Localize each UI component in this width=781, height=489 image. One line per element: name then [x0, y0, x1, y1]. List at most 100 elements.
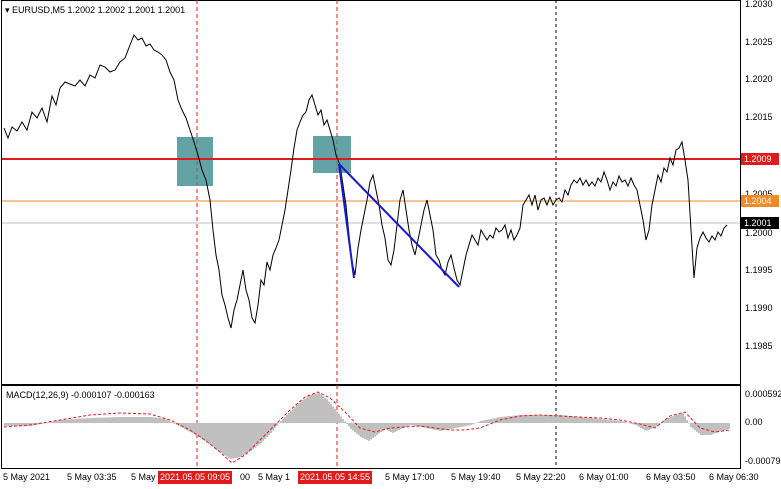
macd-bar [328, 401, 330, 423]
macd-bar [362, 423, 364, 438]
macd-bar [220, 423, 222, 453]
macd-bar [622, 421, 624, 423]
macd-bar [190, 423, 192, 433]
macd-bar [124, 417, 126, 423]
macd-bar [276, 423, 278, 426]
macd-bar [394, 423, 396, 432]
macd-bar [380, 423, 382, 432]
macd-bar [400, 423, 402, 429]
symbol-header[interactable]: ▾ EURUSD,M5 1.2002 1.2002 1.2001 1.2001 [5, 5, 185, 16]
macd-bar [510, 416, 512, 423]
macd-bar [504, 416, 506, 423]
macd-bar [334, 409, 336, 423]
macd-bar [488, 419, 490, 423]
macd-bar [704, 423, 706, 435]
macd-bar [688, 423, 690, 424]
macd-bar [146, 417, 148, 423]
macd-bar [128, 417, 130, 423]
macd-bar [246, 423, 248, 454]
macd-bar [158, 418, 160, 423]
time-tick: 6 May 01:00 [579, 472, 629, 482]
macd-bar [572, 416, 574, 423]
macd-bar [650, 423, 652, 429]
main-chart-frame [1, 0, 741, 385]
triangle-down-icon[interactable]: ▾ [5, 5, 10, 15]
macd-bar [548, 415, 550, 423]
price-tick: 1.2025 [745, 37, 773, 47]
highlighted-time-label: 2021.05.05 09:05 [158, 471, 233, 484]
macd-bar [416, 423, 418, 427]
macd-bar [442, 423, 444, 431]
macd-bar [620, 421, 622, 423]
macd-bar [348, 423, 350, 427]
macd-bar [386, 423, 388, 430]
macd-bar [660, 423, 662, 424]
macd-bar [92, 417, 94, 423]
macd-bar [262, 423, 264, 441]
price-tick: 1.1995 [745, 265, 773, 275]
macd-bar [166, 419, 168, 423]
macd-bar [260, 423, 262, 443]
macd-bar [528, 415, 530, 423]
price-tick: 1.1985 [745, 341, 773, 351]
macd-bar [524, 415, 526, 423]
macd-bar [156, 417, 158, 423]
macd-bar [20, 423, 22, 426]
macd-bar [76, 418, 78, 423]
macd-bar [656, 423, 658, 427]
macd-bar [388, 423, 390, 431]
macd-bar [112, 417, 114, 423]
macd-bar [188, 423, 190, 432]
macd-bar [210, 423, 212, 445]
time-tick: 5 May 17:00 [385, 472, 435, 482]
time-tick: 5 May 19:40 [451, 472, 501, 482]
macd-bar [580, 417, 582, 423]
macd-bar [578, 416, 580, 423]
macd-bar [212, 423, 214, 447]
macd-bar [298, 403, 300, 423]
macd-bar [342, 419, 344, 423]
macd-bar [270, 423, 272, 433]
macd-signal-line [3, 391, 731, 464]
macd-bar [54, 421, 56, 423]
macd-bar [358, 423, 360, 436]
macd-bar [16, 423, 18, 426]
macd-bar [562, 415, 564, 423]
macd-bar [618, 420, 620, 423]
macd-bar [402, 423, 404, 429]
macd-bar [596, 418, 598, 423]
macd-bar [282, 419, 284, 423]
macd-bar [532, 415, 534, 423]
macd-bar [478, 421, 480, 423]
macd-bar [80, 418, 82, 423]
macd-bar [522, 415, 524, 423]
macd-bar [180, 423, 182, 427]
macd-bar [148, 417, 150, 423]
symbol-info: EURUSD,M5 1.2002 1.2002 1.2001 1.2001 [12, 5, 186, 15]
macd-bar [370, 423, 372, 440]
macd-bar [404, 423, 406, 428]
macd-bar [546, 415, 548, 423]
macd-bar [694, 423, 696, 431]
macd-bar [308, 396, 310, 423]
macd-bar [174, 423, 176, 424]
macd-bar [720, 423, 722, 431]
macd-bar [674, 415, 676, 423]
macd-bar [68, 419, 70, 423]
macd-bar [4, 423, 6, 426]
macd-bar [462, 423, 464, 427]
macd-bar [712, 423, 714, 435]
macd-bar [440, 423, 442, 431]
macd-bar [384, 423, 386, 429]
macd-bar [640, 423, 642, 428]
macd-bar [8, 423, 10, 426]
macd-bar [408, 423, 410, 426]
macd-bar [560, 415, 562, 423]
macd-bar [230, 423, 232, 459]
macd-bar [460, 423, 462, 427]
macd-bar [564, 415, 566, 423]
macd-bar [530, 415, 532, 423]
macd-bar [550, 415, 552, 423]
macd-bar [36, 423, 38, 425]
